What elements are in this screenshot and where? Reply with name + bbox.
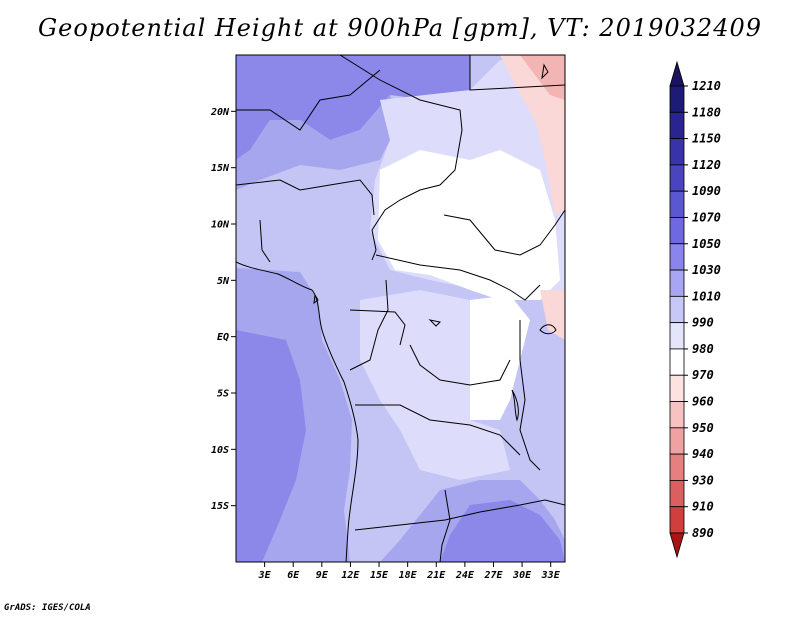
lat-tick-label: 15N xyxy=(211,163,230,174)
lon-tick-label: 27E xyxy=(483,570,503,581)
field-pink-ne xyxy=(500,55,565,215)
colorbar-label: 1090 xyxy=(692,184,721,198)
colorbar-top-arrow xyxy=(669,60,685,87)
map-frame xyxy=(235,54,566,563)
field-white-central xyxy=(378,150,560,300)
map-plot-area: 20N 15N 10N 5N EQ 5S 10S 15S 3E 6E 9E 12E 15E 18E 21E… xyxy=(210,54,566,581)
colorbar-label: 980 xyxy=(692,342,714,356)
colorbar-bottom-arrow xyxy=(669,532,685,559)
lat-tick-label: 5S xyxy=(217,389,229,400)
lon-tick-label: 6E xyxy=(287,570,300,581)
lon-tick-label: 21E xyxy=(426,570,446,581)
lat-tick-label: 10S xyxy=(211,445,229,456)
colorbar-label: 1180 xyxy=(692,105,721,119)
lat-tick-label: EQ xyxy=(217,332,229,343)
colorbar-swatch xyxy=(669,401,685,429)
colorbar-label: 1150 xyxy=(692,132,721,146)
lon-tick-label: 12E xyxy=(341,570,360,581)
colorbar-label: 1210 xyxy=(692,79,721,93)
lat-tick-label: 15S xyxy=(211,501,229,512)
country-borders xyxy=(236,55,565,562)
map-title: Geopotential Height at 900hPa [gpm], VT:… xyxy=(38,14,762,42)
colorbar-swatch xyxy=(669,164,685,192)
colorbar-swatch xyxy=(669,243,685,271)
colorbar-swatch xyxy=(669,111,685,139)
colorbar-swatch xyxy=(669,217,685,245)
lat-tick-label: 10N xyxy=(211,220,230,231)
field-pink-east xyxy=(540,290,565,340)
colorbar-swatch xyxy=(669,348,685,376)
colorbar-swatch xyxy=(669,427,685,455)
colorbar-label: 930 xyxy=(692,473,714,487)
lat-tick-label: 20N xyxy=(210,107,230,118)
colorbar-label: 1050 xyxy=(692,237,721,251)
colorbar-label: 940 xyxy=(692,447,714,461)
field-light-congo xyxy=(360,290,510,480)
colorbar-swatch xyxy=(669,374,685,402)
colorbar-swatch xyxy=(669,138,685,166)
lon-tick-label: 33E xyxy=(541,570,561,581)
colorbar-swatch xyxy=(669,190,685,218)
lon-tick-label: 24E xyxy=(455,570,475,581)
colorbar-label: 910 xyxy=(692,500,714,514)
colorbar-label: 890 xyxy=(692,526,714,540)
colorbar-label: 970 xyxy=(692,368,714,382)
field-southeast-deep xyxy=(440,500,565,562)
lon-tick-label: 18E xyxy=(399,570,418,581)
lon-tick-label: 15E xyxy=(370,570,389,581)
field-white-east xyxy=(455,295,530,420)
colorbar-swatch xyxy=(669,322,685,350)
colorbar-label: 960 xyxy=(692,395,714,409)
colorbar-swatch xyxy=(669,453,685,481)
lon-tick-label: 30E xyxy=(512,570,532,581)
colorbar: 1210 1180 1150 1120 1090 1070 1050 1030 1010 990 9… xyxy=(669,60,721,559)
colorbar-swatch xyxy=(669,506,685,534)
field-ocean-west-deep xyxy=(236,330,306,562)
colorbar-label: 1070 xyxy=(692,210,721,224)
lat-tick-label: 5N xyxy=(217,276,230,287)
colorbar-swatch xyxy=(669,480,685,508)
lon-tick-label: 9E xyxy=(316,570,329,581)
colorbar-swatch xyxy=(669,85,685,113)
longitude-axis: 3E 6E 9E 12E 15E 18E 21E 24E 27E 30E 33E xyxy=(258,562,561,581)
colorbar-label: 1030 xyxy=(692,263,721,277)
colorbar-label: 950 xyxy=(692,421,714,435)
colorbar-label: 1120 xyxy=(692,158,721,172)
lon-tick-label: 3E xyxy=(258,570,272,581)
field-north-strong xyxy=(236,95,400,190)
field-north-deep xyxy=(236,55,470,160)
colorbar-swatch xyxy=(669,295,685,324)
colorbar-label: 990 xyxy=(692,316,714,330)
colorbar-label: 1010 xyxy=(692,289,721,303)
lakes xyxy=(313,63,557,422)
footer-credit: GrADS: IGES/COLA xyxy=(4,603,91,613)
latitude-axis: 20N 15N 10N 5N EQ 5S 10S 15S xyxy=(210,107,236,512)
colorbar-swatch xyxy=(669,269,685,297)
